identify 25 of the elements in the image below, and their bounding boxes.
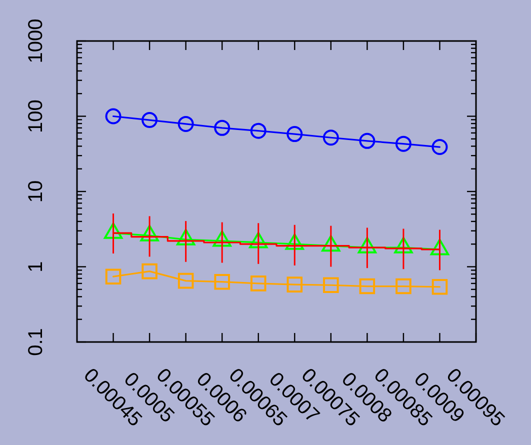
- point: [432, 278, 448, 295]
- point: [105, 108, 122, 124]
- point: [395, 136, 412, 152]
- y-tick-label: 1000: [25, 18, 47, 64]
- point: [105, 268, 122, 284]
- point: [142, 112, 158, 128]
- point: [178, 272, 194, 289]
- point: [359, 278, 376, 294]
- point: [432, 139, 448, 156]
- point: [323, 277, 339, 294]
- point: [286, 276, 303, 292]
- y-tick-label: 1: [25, 261, 47, 272]
- y-tick-label: 0.1: [25, 328, 47, 356]
- point: [142, 263, 158, 280]
- point: [359, 132, 376, 149]
- point: [286, 126, 303, 142]
- point: [214, 120, 230, 136]
- point: [322, 130, 339, 146]
- point: [250, 122, 266, 139]
- point: [214, 274, 230, 290]
- y-tick-label: 10: [25, 180, 47, 203]
- point: [396, 278, 412, 294]
- point: [250, 276, 266, 292]
- point: [178, 116, 194, 132]
- y-tick-label: 100: [25, 100, 47, 133]
